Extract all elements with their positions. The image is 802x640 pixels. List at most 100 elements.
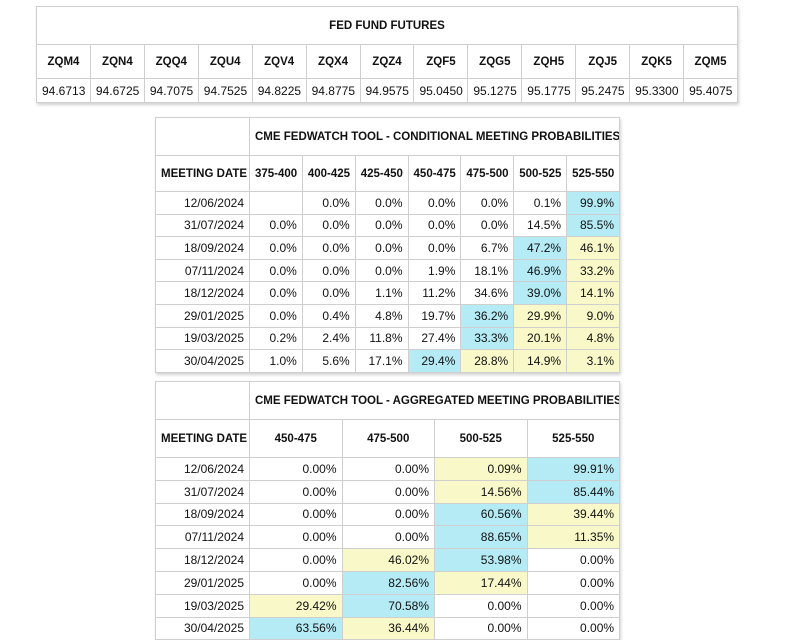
probability: 88.65%	[434, 525, 528, 550]
column-header: 500-525	[434, 419, 528, 458]
probability: 33.2%	[566, 258, 620, 283]
probability: 0.00%	[249, 548, 343, 572]
probability: 0.0%	[354, 258, 409, 283]
probability: 0.00%	[341, 502, 435, 527]
title-row: CME FEDWATCH TOOL - AGGREGATED MEETING P…	[155, 381, 621, 420]
probability: 0.00%	[526, 570, 621, 595]
column-header: 450-475	[249, 419, 343, 458]
meeting-date: 31/07/2024	[155, 479, 250, 504]
probability: 19.7%	[407, 303, 462, 328]
column-header: 425-450	[354, 155, 409, 192]
probability: 0.0%	[354, 191, 409, 215]
probability: 20.1%	[513, 326, 568, 351]
futures-price: 94.7525	[197, 78, 253, 103]
futures-price: 94.8225	[251, 78, 307, 103]
data-row: 07/11/2024 0.0% 0.0% 0.0% 1.9% 18.1% 46.9% 33.2…	[155, 258, 620, 283]
probability: 99.9%	[566, 191, 620, 215]
data-row: 07/11/2024 0.00% 0.00% 88.65% 11.35%	[155, 525, 621, 550]
column-header: ZQQ4	[143, 44, 199, 79]
meeting-date: 19/03/2025	[155, 326, 250, 351]
probability: 14.1%	[566, 281, 620, 305]
meeting-date: 07/11/2024	[155, 525, 250, 550]
probability: 0.00%	[249, 457, 343, 481]
data-row: 31/07/2024 0.00% 0.00% 14.56% 85.44%	[155, 479, 621, 504]
probability: 0.00%	[526, 593, 621, 618]
probability: 0.0%	[249, 281, 303, 305]
corner-cell	[155, 381, 250, 420]
futures-price: 95.1775	[521, 78, 577, 103]
probability: 0.2%	[249, 326, 303, 351]
probability: 0.00%	[341, 479, 435, 504]
column-header: 475-500	[341, 419, 435, 458]
data-row: 12/06/2024 0.00% 0.00% 0.09% 99.91%	[155, 457, 621, 481]
data-row: 31/07/2024 0.0% 0.0% 0.0% 0.0% 0.0% 14.5% 85.5%	[155, 213, 620, 238]
probability: 0.0%	[301, 213, 356, 238]
futures-price: 95.2475	[575, 78, 631, 103]
column-header: ZQU4	[197, 44, 253, 79]
probability: 0.4%	[301, 303, 356, 328]
probability: 46.1%	[566, 236, 620, 260]
meeting-date: 12/06/2024	[155, 457, 250, 481]
column-header: 525-550	[566, 155, 620, 192]
table-title: FED FUND FUTURES	[36, 6, 738, 45]
probability: 0.0%	[249, 303, 303, 328]
title-row: CME FEDWATCH TOOL - CONDITIONAL MEETING …	[155, 117, 620, 156]
column-header: ZQK5	[629, 44, 685, 79]
probability: 1.9%	[407, 258, 462, 283]
probability: 0.0%	[249, 213, 303, 238]
probability: 1.0%	[249, 349, 303, 373]
probability: 99.91%	[526, 457, 621, 481]
probability: 46.9%	[513, 258, 568, 283]
probability: 0.00%	[341, 457, 435, 481]
futures-price: 94.6713	[36, 78, 91, 103]
probability: 33.3%	[460, 326, 515, 351]
probability: 70.58%	[341, 593, 435, 618]
data-row: 18/12/2024 0.0% 0.0% 1.1% 11.2% 34.6% 39.0% 14.…	[155, 281, 620, 305]
data-row: 19/03/2025 29.42% 70.58% 0.00% 0.00%	[155, 593, 621, 618]
conditional-table: CME FEDWATCH TOOL - CONDITIONAL MEETING …	[155, 117, 620, 373]
column-header: ZQF5	[413, 44, 469, 79]
futures-price: 95.1275	[467, 78, 523, 103]
probability: 0.00%	[249, 570, 343, 595]
meeting-date: 29/01/2025	[155, 303, 250, 328]
probability: 0.0%	[301, 281, 356, 305]
column-header: 375-400	[249, 155, 303, 192]
column-header: ZQM5	[683, 44, 738, 79]
table-title: CME FEDWATCH TOOL - CONDITIONAL MEETING …	[249, 117, 620, 156]
probability: 17.44%	[434, 570, 528, 595]
probability: 0.00%	[249, 502, 343, 527]
header-row: MEETING DATE 450-475 475-500 500-525 525-550	[155, 419, 621, 458]
value-row: 94.6713 94.6725 94.7075 94.7525 94.8225 94.87…	[36, 78, 738, 103]
probability: 18.1%	[460, 258, 515, 283]
probability: 34.6%	[460, 281, 515, 305]
probability: 6.7%	[460, 236, 515, 260]
probability: 0.00%	[434, 593, 528, 618]
futures-price: 94.9575	[359, 78, 415, 103]
column-header: 400-425	[301, 155, 356, 192]
probability: 29.4%	[407, 349, 462, 373]
probability: 0.0%	[407, 213, 462, 238]
data-row: 30/04/2025 1.0% 5.6% 17.1% 29.4% 28.8% 14.9% 3.…	[155, 349, 620, 373]
data-row: 19/03/2025 0.2% 2.4% 11.8% 27.4% 33.3% 20.1% 4.…	[155, 326, 620, 351]
column-header: MEETING DATE	[155, 155, 250, 192]
probability: 1.1%	[354, 281, 409, 305]
probability: 11.8%	[354, 326, 409, 351]
probability: 47.2%	[513, 236, 568, 260]
probability: 0.00%	[526, 616, 621, 640]
column-header: 475-500	[460, 155, 515, 192]
probability: 0.0%	[249, 258, 303, 283]
meeting-date: 30/04/2025	[155, 349, 250, 373]
data-row: 29/01/2025 0.0% 0.4% 4.8% 19.7% 36.2% 29.9% 9.0…	[155, 303, 620, 328]
probability: 14.5%	[513, 213, 568, 238]
column-header: ZQM4	[36, 44, 91, 79]
probability: 36.44%	[341, 616, 435, 640]
probability: 28.8%	[460, 349, 515, 373]
column-header: ZQJ5	[575, 44, 631, 79]
probability: 0.0%	[354, 213, 409, 238]
futures-price: 95.3300	[629, 78, 685, 103]
aggregated-table: CME FEDWATCH TOOL - AGGREGATED MEETING P…	[155, 381, 621, 640]
probability: 39.44%	[526, 502, 621, 527]
futures-table: FED FUND FUTURES ZQM4 ZQN4 ZQQ4 ZQU4 ZQV4 ZQX4…	[36, 6, 738, 103]
probability	[249, 191, 303, 215]
meeting-date: 07/11/2024	[155, 258, 250, 283]
